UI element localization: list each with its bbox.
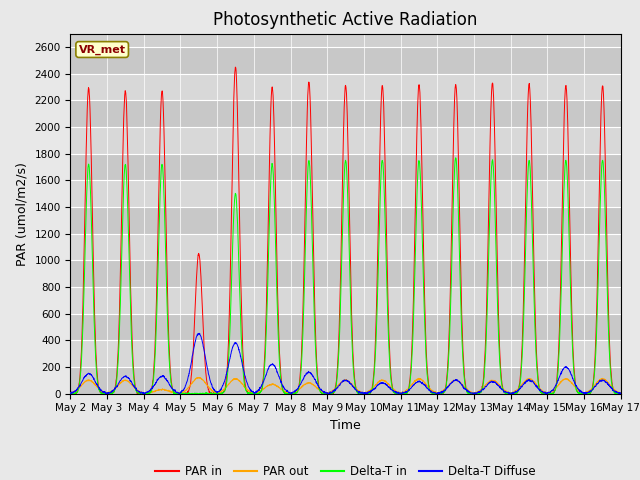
Bar [70,100,621,127]
Bar [70,73,621,100]
Y-axis label: PAR (umol/m2/s): PAR (umol/m2/s) [16,162,29,265]
X-axis label: Time: Time [330,419,361,432]
Bar [70,127,621,154]
Bar [70,207,621,234]
Bar [70,180,621,207]
Legend: PAR in, PAR out, Delta-T in, Delta-T Diffuse: PAR in, PAR out, Delta-T in, Delta-T Dif… [150,461,541,480]
Title: Photosynthetic Active Radiation: Photosynthetic Active Radiation [213,11,478,29]
Bar [70,260,621,287]
Bar [70,287,621,313]
Bar [70,367,621,394]
Bar [70,154,621,180]
Bar [70,234,621,260]
Text: VR_met: VR_met [79,44,125,55]
Bar [70,47,621,73]
Bar [70,313,621,340]
Bar [70,340,621,367]
